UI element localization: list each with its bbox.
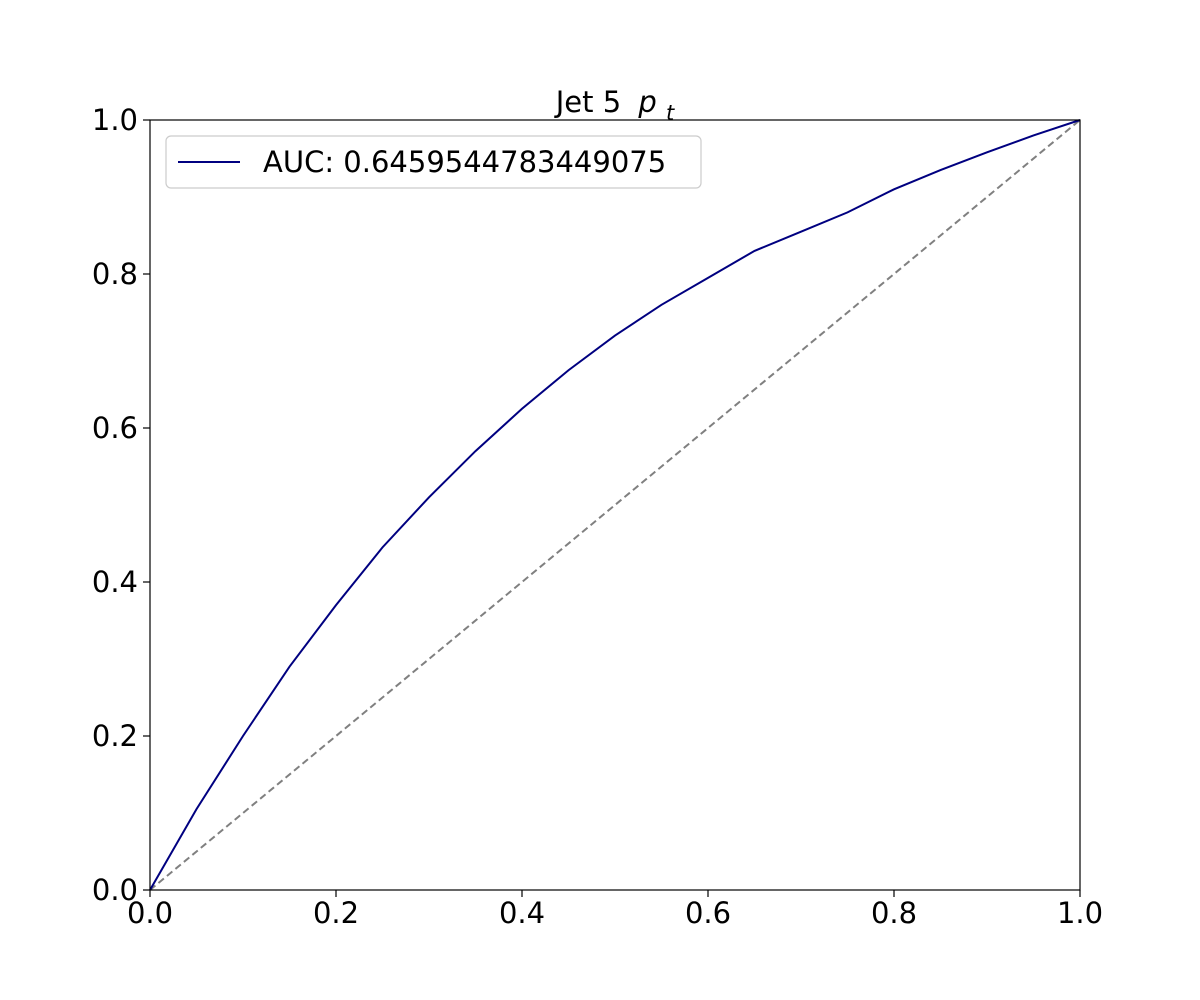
x-tick-label: 0.8 (871, 896, 917, 930)
legend-label: AUC: 0.6459544783449075 (263, 145, 666, 179)
y-tick-label: 0.0 (92, 873, 138, 907)
legend-box (165, 135, 702, 189)
title-subscript: t (666, 101, 675, 125)
y-tick-label: 0.2 (92, 719, 138, 753)
y-tick-label: 0.4 (92, 565, 138, 599)
title-text: Jet 5 (554, 85, 621, 119)
x-tick-label: 0.6 (685, 896, 731, 930)
reference-line (149, 119, 1081, 891)
plot-frame (149, 119, 1081, 891)
x-tick-label: 0.2 (313, 896, 359, 930)
y-tick-label: 0.6 (92, 411, 138, 445)
chart-title: Jet 5 p t (554, 85, 675, 125)
x-tick-label: 0.4 (499, 896, 545, 930)
x-tick-label: 1.0 (1057, 896, 1103, 930)
y-tick-label: 0.8 (92, 257, 138, 291)
roc-curve (149, 119, 1081, 891)
y-tick-label: 1.0 (92, 103, 138, 137)
x-tick-label: 0.0 (127, 896, 173, 930)
title-symbol: p (637, 85, 656, 119)
